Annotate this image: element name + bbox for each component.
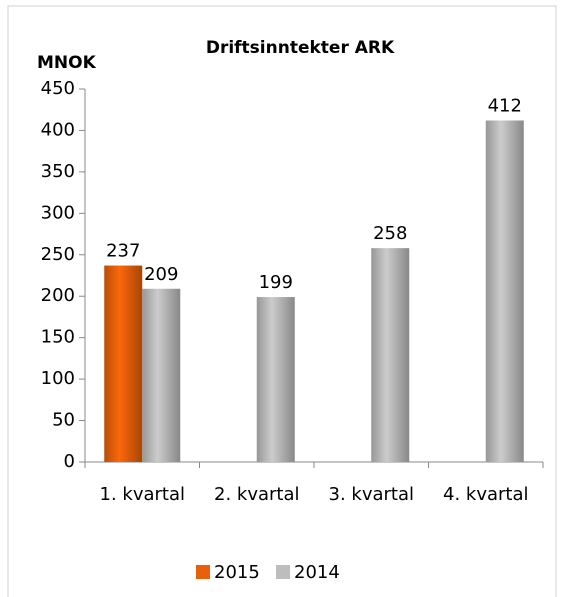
bar	[256, 297, 295, 462]
y-tick-label: 200	[41, 285, 75, 306]
y-tick-label: 0	[64, 451, 75, 472]
data-label: 412	[488, 95, 522, 116]
y-axis-label: MNOK	[37, 53, 97, 73]
legend-label: 2015	[214, 562, 260, 583]
legend-label: 2014	[294, 562, 340, 583]
y-tick-label: 400	[41, 119, 75, 140]
bar	[485, 120, 524, 463]
bar	[371, 248, 410, 462]
data-label: 237	[106, 241, 140, 262]
legend-swatch	[276, 565, 290, 579]
data-label: 209	[144, 264, 178, 285]
x-tick-label: 1. kvartal	[100, 484, 186, 505]
y-tick-label: 450	[41, 78, 75, 99]
data-label: 199	[259, 272, 293, 293]
y-tick-label: 350	[41, 161, 75, 182]
bar	[142, 288, 181, 462]
x-tick-label: 4. kvartal	[443, 484, 529, 505]
y-tick-label: 300	[41, 202, 75, 223]
chart-title: Driftsinntekter ARK	[206, 38, 395, 58]
x-tick-label: 3. kvartal	[329, 484, 415, 505]
data-label: 258	[373, 223, 407, 244]
y-tick-label: 250	[41, 244, 75, 265]
legend-swatch	[196, 565, 210, 579]
y-tick-label: 150	[41, 327, 75, 348]
chart-frame	[7, 5, 557, 597]
bar	[104, 265, 143, 462]
y-tick-label: 50	[52, 410, 75, 431]
y-tick-label: 100	[41, 368, 75, 389]
x-tick-label: 2. kvartal	[214, 484, 300, 505]
